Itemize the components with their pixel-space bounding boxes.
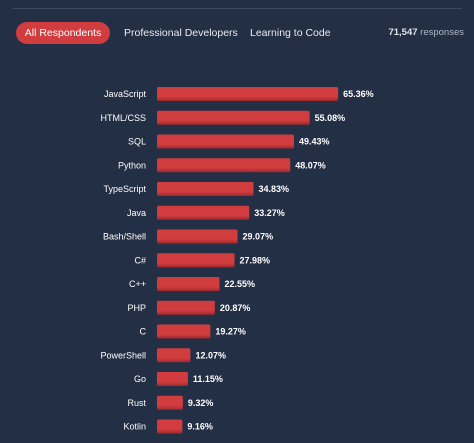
bar [157, 182, 254, 196]
bar [157, 277, 220, 291]
category-label: Python [118, 160, 146, 170]
bar [157, 229, 238, 244]
bar [157, 158, 291, 173]
category-label: TypeScript [103, 184, 146, 194]
category-label: Rust [127, 398, 146, 408]
responses-number: 71,547 [388, 27, 418, 38]
value-label: 33.27% [254, 208, 285, 218]
bar [157, 372, 188, 386]
value-label: 12.07% [195, 350, 226, 360]
category-label: Kotlin [123, 422, 146, 432]
respondent-tabs: All Respondents Professional Developers … [16, 22, 464, 44]
category-label: Go [134, 374, 146, 384]
value-label: 22.55% [224, 279, 255, 289]
bar [157, 134, 294, 149]
bar [157, 205, 250, 220]
value-label: 27.98% [240, 255, 271, 265]
category-label: PowerShell [100, 350, 146, 360]
tab-all-respondents[interactable]: All Respondents [16, 22, 110, 44]
category-label: PHP [127, 303, 146, 313]
value-label: 48.07% [295, 160, 326, 170]
tab-professional-developers[interactable]: Professional Developers [124, 27, 238, 39]
category-label: Java [127, 208, 146, 218]
category-label: C [140, 327, 147, 337]
bar [157, 110, 310, 125]
tab-learning-to-code[interactable]: Learning to Code [250, 27, 331, 39]
category-label: HTML/CSS [100, 113, 146, 123]
top-divider [12, 8, 462, 9]
responses-label: responses [420, 27, 464, 38]
value-label: 34.83% [259, 184, 290, 194]
category-label: Bash/Shell [103, 232, 146, 242]
bar [157, 348, 191, 363]
value-label: 29.07% [243, 232, 274, 242]
bar [157, 395, 183, 410]
responses-count: 71,547 responses [388, 22, 464, 44]
bar [157, 87, 339, 101]
bar [157, 419, 183, 434]
value-label: 11.15% [193, 374, 223, 384]
category-label: SQL [128, 137, 146, 147]
value-label: 9.32% [188, 398, 214, 408]
value-label: 19.27% [215, 327, 246, 337]
bar [157, 300, 215, 315]
value-label: 20.87% [220, 303, 251, 313]
category-label: C# [134, 255, 146, 265]
bar [157, 253, 235, 268]
value-label: 55.08% [315, 113, 346, 123]
category-label: C++ [129, 279, 146, 289]
value-label: 9.16% [187, 422, 213, 432]
bar [157, 324, 211, 339]
value-label: 65.36% [343, 89, 374, 99]
value-label: 49.43% [299, 137, 330, 147]
category-label: JavaScript [104, 89, 147, 99]
